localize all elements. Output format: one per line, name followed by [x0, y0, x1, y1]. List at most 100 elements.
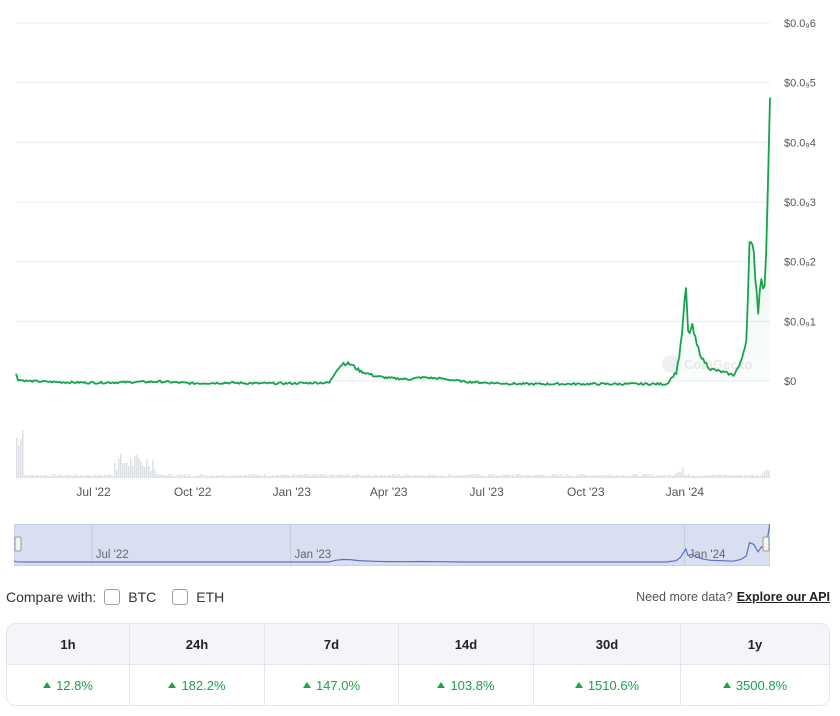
volume-bar — [464, 475, 466, 477]
volume-bar — [330, 474, 332, 477]
volume-bar — [358, 474, 360, 477]
compare-btc-label: BTC — [128, 589, 157, 605]
volume-bar — [604, 475, 606, 477]
y-tick-label-5: $0.0₉5 — [784, 78, 816, 90]
volume-bar — [230, 474, 232, 477]
volume-bar — [32, 474, 34, 477]
volume-bar — [336, 475, 338, 477]
volume-bar — [388, 474, 390, 477]
volume-bar — [204, 475, 206, 477]
volume-bar — [112, 475, 114, 477]
navigator-handle-left[interactable] — [14, 536, 22, 552]
perf-header-24h: 24h — [130, 624, 265, 665]
volume-bar — [126, 462, 128, 477]
volume-bar — [146, 458, 148, 477]
range-navigator[interactable]: Jul '22 Jan '23 Jan '24 — [13, 522, 771, 567]
volume-bar — [618, 475, 620, 477]
volume-bar — [374, 474, 376, 477]
volume-bar — [298, 474, 300, 477]
x-tick-label-0: Jul '22 — [76, 485, 111, 499]
compare-btc-option[interactable]: BTC — [104, 589, 156, 605]
caret-up-icon — [302, 682, 311, 688]
volume-bar — [302, 475, 304, 477]
volume-bar — [418, 475, 420, 477]
volume-bar — [696, 475, 698, 477]
compare-eth-option[interactable]: ETH — [172, 589, 224, 605]
perf-cell-1y: 3500.8% — [681, 665, 829, 705]
navigator-svg[interactable]: Jul '22 Jan '23 Jan '24 — [13, 522, 771, 567]
volume-bar — [384, 474, 386, 477]
volume-bar — [548, 475, 550, 477]
volume-bar — [132, 466, 134, 477]
volume-bar — [106, 475, 108, 477]
volume-bar — [760, 475, 762, 477]
volume-bar — [162, 474, 164, 477]
volume-bar — [768, 470, 770, 477]
x-tick-label-2: Jan '23 — [273, 485, 312, 499]
volume-bar — [558, 475, 560, 477]
volume-bar — [276, 474, 278, 477]
explore-api-link[interactable]: Explore our API — [736, 590, 830, 604]
need-more-data-text: Need more data? — [636, 590, 733, 604]
volume-bar — [754, 475, 756, 477]
volume-bar — [614, 475, 616, 477]
volume-bar — [712, 474, 714, 477]
compare-btc-checkbox[interactable] — [104, 589, 121, 605]
volume-bar — [622, 474, 624, 477]
volume-bar — [116, 470, 118, 477]
volume-bar — [138, 457, 140, 477]
navigator-selection[interactable] — [13, 523, 771, 567]
volume-bar — [262, 475, 264, 477]
volume-bar — [150, 470, 152, 477]
volume-bar — [40, 474, 42, 477]
volume-bar — [636, 474, 638, 477]
volume-bar — [258, 475, 260, 477]
volume-bar — [578, 475, 580, 477]
volume-bar — [436, 475, 438, 477]
volume-bar — [532, 475, 534, 477]
volume-bar — [582, 474, 584, 477]
caret-up-icon — [574, 682, 583, 688]
volume-bar — [212, 475, 214, 477]
volume-bar — [766, 469, 768, 477]
volume-bar — [240, 475, 242, 477]
volume-bar — [692, 475, 694, 477]
volume-bars — [16, 430, 770, 477]
volume-bar — [746, 475, 748, 477]
volume-bar — [554, 474, 556, 477]
navigator-handle-right[interactable] — [762, 536, 770, 552]
volume-bar — [482, 475, 484, 477]
volume-bar — [260, 475, 262, 477]
volume-bar — [722, 475, 724, 477]
compare-eth-checkbox[interactable] — [172, 589, 189, 605]
volume-bar — [648, 474, 650, 477]
y-tick-label-6: $0.0₉6 — [784, 18, 816, 30]
volume-bar — [344, 475, 346, 477]
volume-bar — [556, 474, 558, 477]
volume-bar — [300, 474, 302, 477]
perf-header-7d: 7d — [265, 624, 399, 665]
volume-bar — [314, 474, 316, 477]
volume-bar — [658, 474, 660, 477]
volume-bar — [430, 475, 432, 477]
volume-bar — [686, 474, 688, 477]
volume-bar — [322, 474, 324, 477]
volume-bar — [120, 453, 122, 477]
volume-bar — [90, 475, 92, 477]
volume-bar — [360, 475, 362, 477]
volume-bar — [588, 475, 590, 477]
volume-bar — [376, 474, 378, 477]
volume-bar — [110, 474, 112, 477]
price-chart: $0 $0.0₉1 $0.0₉2 $0.0₉3 $0.0₉4 $0.0₉5 $0.0₉6 Ju… — [15, 18, 816, 499]
volume-bar — [76, 475, 78, 477]
volume-bar — [510, 475, 512, 477]
volume-bar — [428, 474, 430, 477]
volume-bar — [508, 474, 510, 477]
volume-bar — [664, 475, 666, 477]
volume-bar — [248, 474, 250, 477]
volume-bar — [498, 475, 500, 477]
volume-bar — [326, 475, 328, 477]
volume-bar — [264, 474, 266, 477]
perf-value-7d: 147.0% — [315, 677, 361, 693]
volume-bar — [338, 474, 340, 477]
